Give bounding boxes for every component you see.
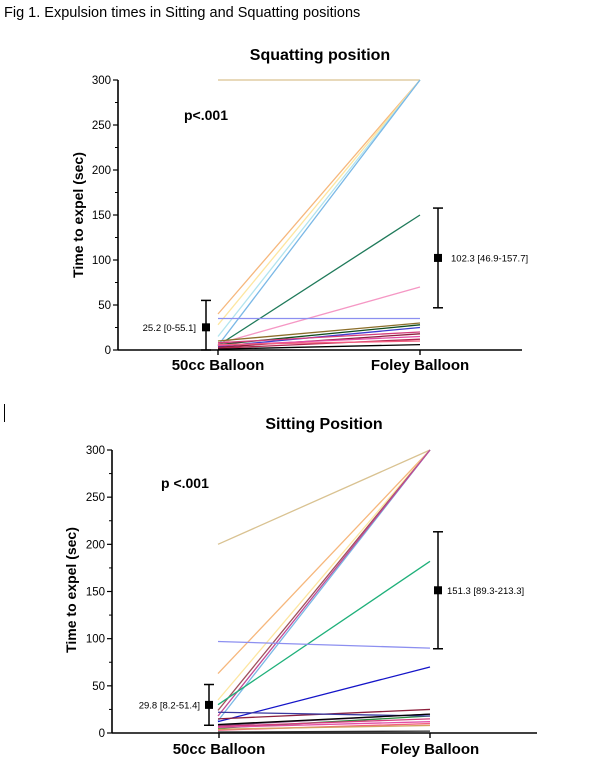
sitting-summary-label: 151.3 [89.3-213.3] (447, 586, 524, 597)
squatting-y-tick-label: 50 (98, 300, 111, 312)
sitting-y-tick-label: 200 (86, 539, 105, 551)
squatting-category-label: Foley Balloon (371, 357, 469, 374)
squatting-series-line (217, 331, 421, 344)
squatting-series-line (217, 79, 421, 346)
sitting-series-line (217, 640, 431, 649)
squatting-series-line (217, 214, 421, 347)
sitting-y-tick-label: 50 (92, 681, 105, 693)
squatting-p-value: p<.001 (184, 107, 228, 123)
squatting-series-line (217, 340, 421, 346)
sitting-y-axis-label: Time to expel (sec) (63, 527, 79, 653)
squatting-category-label: 50cc Balloon (172, 357, 265, 374)
squatting-chart: Squatting position Time to expel (sec) 0 50… (70, 47, 528, 374)
squatting-series-line (217, 79, 421, 337)
sitting-y-tick-label: 100 (86, 634, 105, 646)
sitting-series-line (217, 730, 431, 733)
sitting-series-line (217, 718, 431, 728)
sitting-category-label: Foley Balloon (381, 741, 479, 758)
sitting-series-line (217, 724, 431, 730)
sitting-category-label: 50cc Balloon (173, 741, 266, 758)
squatting-series-line (217, 338, 421, 349)
sitting-series-line (217, 560, 431, 706)
squatting-y-tick-label: 250 (92, 120, 111, 132)
sitting-p-value: p <.001 (161, 475, 209, 491)
squatting-median-marker (202, 323, 210, 332)
squatting-series-line (217, 286, 421, 345)
squatting-series-line (217, 79, 421, 326)
squatting-y-tick-label: 300 (92, 75, 111, 87)
squatting-y-tick-label: 200 (92, 165, 111, 177)
sitting-summary-label: 29.8 [8.2-51.4] (139, 700, 200, 711)
sitting-y-tick-label: 300 (86, 445, 105, 457)
sitting-y-tick-label: 250 (86, 492, 105, 504)
sitting-median-marker (205, 700, 213, 709)
sitting-chart: Sitting Position Time to expel (sec) 0 50 10… (63, 416, 537, 758)
squatting-series-line (217, 322, 421, 342)
squatting-chart-title: Squatting position (250, 47, 390, 64)
sitting-series-line (217, 713, 431, 726)
squatting-y-tick-label: 150 (92, 210, 111, 222)
sitting-y-tick-label: 150 (86, 587, 105, 599)
squatting-y-axis-label: Time to expel (sec) (70, 152, 86, 278)
squatting-median-marker (434, 253, 442, 262)
sitting-median-marker (434, 586, 442, 595)
squatting-series-line (217, 343, 421, 350)
text-cursor (4, 404, 5, 422)
sitting-series-line (217, 721, 431, 728)
sitting-series-line (217, 449, 431, 545)
squatting-summary-label: 102.3 [46.9-157.7] (451, 253, 528, 264)
sitting-y-tick-label: 0 (99, 728, 105, 740)
figure-caption: Fig 1. Expulsion times in Sitting and Sq… (4, 5, 361, 21)
squatting-y-tick-label: 100 (92, 255, 111, 267)
squatting-series-line (217, 79, 421, 315)
sitting-series-line (217, 449, 431, 717)
squatting-summary-label: 25.2 [0-55.1] (143, 323, 196, 334)
sitting-series-line (217, 449, 431, 675)
squatting-y-tick-label: 0 (105, 345, 111, 357)
sitting-chart-title: Sitting Position (265, 416, 382, 433)
sitting-series-line (217, 449, 431, 701)
